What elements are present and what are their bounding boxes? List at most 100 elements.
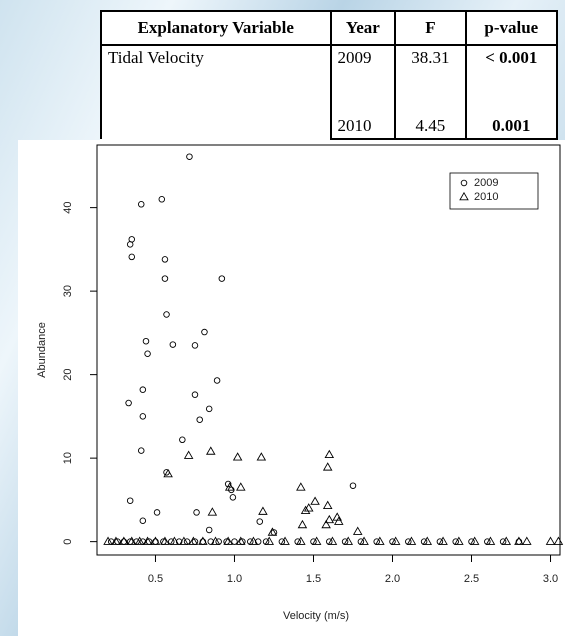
point bbox=[191, 391, 199, 398]
point bbox=[183, 450, 194, 459]
p-cell: < 0.001 bbox=[464, 44, 559, 78]
variable-cell: Tidal Velocity bbox=[100, 44, 332, 139]
point bbox=[390, 536, 401, 545]
legend-marker bbox=[459, 191, 469, 201]
point bbox=[191, 342, 199, 349]
point bbox=[359, 536, 369, 545]
point bbox=[179, 536, 189, 545]
point bbox=[231, 538, 238, 545]
point bbox=[139, 386, 147, 393]
point bbox=[224, 482, 235, 491]
point bbox=[125, 399, 132, 407]
point bbox=[193, 509, 200, 516]
point bbox=[375, 536, 385, 545]
header-cell: p-value bbox=[464, 10, 559, 46]
point bbox=[111, 536, 121, 545]
point bbox=[198, 536, 208, 545]
point bbox=[128, 253, 136, 261]
point bbox=[126, 241, 134, 248]
f-cell: 4.45 bbox=[394, 78, 467, 140]
point bbox=[256, 518, 264, 525]
point bbox=[236, 536, 246, 545]
point bbox=[545, 536, 556, 545]
point bbox=[134, 536, 145, 545]
header-cell: Year bbox=[329, 10, 397, 46]
plot-frame bbox=[96, 144, 561, 556]
point bbox=[352, 526, 363, 535]
legend-marker bbox=[460, 179, 468, 187]
header-row: Explanatory Variable Year F p-value bbox=[100, 10, 559, 46]
point bbox=[223, 536, 233, 545]
point bbox=[119, 536, 129, 545]
point bbox=[169, 341, 177, 348]
point bbox=[142, 536, 153, 545]
point bbox=[501, 536, 512, 545]
y-axis-label: Abundance bbox=[36, 322, 48, 378]
f-cell: 38.31 bbox=[394, 44, 467, 78]
point bbox=[205, 405, 213, 413]
point bbox=[485, 536, 496, 545]
point bbox=[205, 446, 216, 455]
point bbox=[296, 482, 306, 491]
point bbox=[144, 350, 151, 358]
point bbox=[161, 256, 169, 263]
point bbox=[139, 413, 147, 420]
point bbox=[158, 196, 166, 203]
point bbox=[188, 536, 199, 545]
point bbox=[201, 328, 208, 336]
x-tick-label: 2.0 bbox=[385, 573, 400, 585]
point bbox=[267, 527, 278, 536]
point bbox=[126, 497, 134, 504]
point bbox=[297, 519, 308, 529]
point bbox=[210, 536, 221, 545]
legend-label: 2010 bbox=[474, 191, 498, 203]
legend-label: 2009 bbox=[474, 177, 498, 189]
point bbox=[327, 536, 338, 545]
point bbox=[264, 536, 275, 545]
point bbox=[333, 516, 344, 525]
point bbox=[150, 536, 161, 545]
header-cell: Explanatory Variable bbox=[100, 10, 332, 46]
point bbox=[186, 153, 193, 160]
point bbox=[406, 536, 417, 545]
point bbox=[303, 503, 314, 512]
row: Tidal Velocity 2009 38.31 < 0.001 bbox=[100, 44, 559, 139]
point bbox=[248, 536, 259, 545]
point bbox=[280, 536, 290, 545]
y-tick-label: 40 bbox=[62, 202, 74, 214]
point bbox=[454, 536, 464, 545]
x-axis-label: Velocity (m/s) bbox=[283, 610, 349, 622]
year-cell: 2010 bbox=[329, 78, 397, 140]
p-cell: 0.001 bbox=[464, 78, 559, 140]
point bbox=[137, 201, 145, 208]
point bbox=[126, 536, 137, 545]
x-tick-label: 0.5 bbox=[148, 573, 163, 585]
point bbox=[343, 536, 354, 545]
y-tick-label: 30 bbox=[62, 285, 74, 297]
point bbox=[236, 482, 246, 491]
point bbox=[103, 536, 113, 545]
point bbox=[349, 482, 357, 489]
y-tick-label: 0 bbox=[62, 539, 74, 545]
point bbox=[321, 519, 331, 529]
point bbox=[310, 496, 320, 505]
legend-box bbox=[449, 172, 539, 210]
point bbox=[258, 506, 268, 515]
point bbox=[311, 536, 322, 545]
point bbox=[296, 536, 306, 545]
point bbox=[218, 275, 226, 282]
point bbox=[324, 514, 335, 524]
point bbox=[300, 505, 311, 514]
point bbox=[205, 526, 213, 534]
point bbox=[322, 500, 333, 509]
row: 2010 4.45 0.001 bbox=[101, 78, 559, 140]
x-tick-label: 1.5 bbox=[306, 573, 321, 585]
point bbox=[142, 337, 150, 345]
point bbox=[160, 536, 170, 545]
point bbox=[553, 536, 564, 545]
year-cell: 2009 bbox=[329, 44, 397, 78]
y-tick-label: 10 bbox=[62, 452, 74, 464]
stats-table: Explanatory Variable Year F p-value Tida… bbox=[100, 10, 559, 140]
